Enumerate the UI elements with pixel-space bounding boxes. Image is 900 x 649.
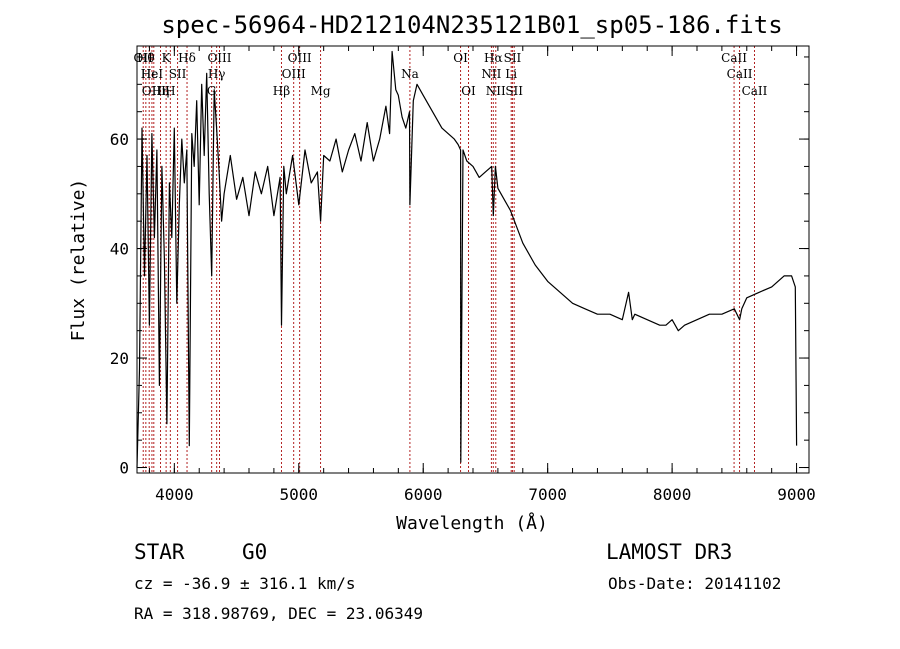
line-label: G: [207, 84, 217, 98]
line-label: OII: [134, 51, 154, 65]
x-axis-label: Wavelength (Å): [396, 512, 548, 534]
observation-date: Obs-Date: 20141102: [608, 574, 782, 593]
line-label: Hη: [152, 84, 170, 98]
line-label: NII: [486, 84, 506, 98]
x-tick-label: 4000: [155, 485, 194, 504]
line-label: SII: [169, 67, 187, 81]
y-tick-label: 60: [110, 130, 129, 149]
survey-name: LAMOST DR3: [606, 540, 733, 564]
line-label: HeI: [141, 67, 164, 81]
y-axis-label: Flux (relative): [68, 179, 89, 342]
spectral-line-markers: [142, 46, 755, 473]
line-label: OIII: [207, 51, 231, 65]
line-label: CaII: [727, 67, 753, 81]
line-label: Mg: [311, 84, 331, 98]
x-axis-ticks: 4000 5000 6000 7000 8000 9000: [148, 46, 816, 504]
line-label: OIII: [142, 84, 166, 98]
object-type: STAR: [134, 540, 185, 564]
line-label: K: [162, 51, 172, 65]
line-label: Na: [401, 67, 419, 81]
plot-frame: [136, 45, 810, 474]
line-label: Li: [505, 67, 517, 81]
y-tick-label: 20: [110, 349, 129, 368]
x-tick-label: 9000: [777, 485, 816, 504]
x-tick-label: 6000: [404, 485, 443, 504]
chart-title: spec-56964-HD212104N235121B01_sp05-186.f…: [161, 11, 782, 39]
x-tick-label: 7000: [528, 485, 567, 504]
redshift-readout: cz = -36.9 ± 316.1 km/s: [134, 574, 356, 593]
line-label: OI: [461, 84, 476, 98]
line-label: SII: [505, 84, 523, 98]
line-label: Hα: [484, 51, 503, 65]
y-tick-label: 0: [119, 459, 129, 478]
line-label: Hε: [141, 67, 158, 81]
spectral-line-labels: OIIHθHεHeIOIIIHηKHSIIHδGHγOIIIHβOIIIOIII…: [134, 51, 768, 98]
line-label: NII: [481, 67, 501, 81]
line-label: H: [165, 84, 175, 98]
x-tick-label: 8000: [653, 485, 692, 504]
spectral-subclass: G0: [242, 540, 268, 564]
line-label: OIII: [288, 51, 312, 65]
line-label: Hδ: [178, 51, 196, 65]
y-axis-ticks: 0 20 40 60: [110, 56, 809, 478]
coordinates-readout: RA = 318.98769, DEC = 23.06349: [134, 604, 423, 623]
line-label: Hγ: [208, 67, 226, 81]
line-label: Hθ: [137, 51, 155, 65]
line-label: CaII: [742, 84, 768, 98]
line-label: OI: [453, 51, 468, 65]
line-label: SII: [504, 51, 522, 65]
y-tick-label: 40: [110, 240, 129, 259]
line-label: CaII: [721, 51, 747, 65]
x-tick-label: 5000: [280, 485, 319, 504]
spectrum-line: [136, 50, 798, 468]
line-label: OIII: [282, 67, 306, 81]
line-label: Hβ: [273, 84, 290, 98]
